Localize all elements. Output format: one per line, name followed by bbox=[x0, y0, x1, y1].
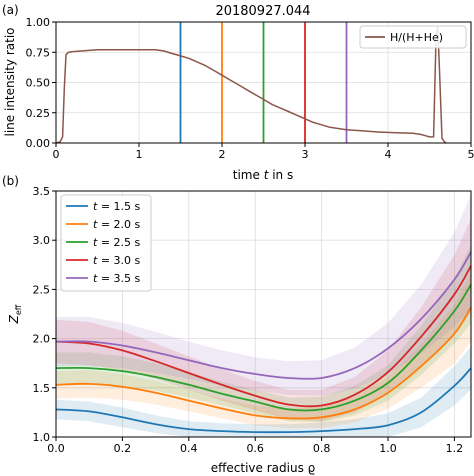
panel-b-legend-label: t = 1.5 s bbox=[93, 200, 141, 213]
panel-a-x-tick-label: 1 bbox=[136, 148, 143, 161]
panel-b-x-tick-label: 0.2 bbox=[114, 442, 132, 455]
panel-a-title: 20180927.044 bbox=[215, 4, 310, 19]
panel-b-y-tick-label: 2.5 bbox=[33, 283, 51, 296]
panel-a-y-tick-label: 0.25 bbox=[26, 107, 51, 120]
panel-a-y-tick-label: 0.00 bbox=[26, 137, 51, 150]
panel-b-y-tick-label: 1.0 bbox=[33, 431, 51, 444]
panel-b-x-tick-label: 1.0 bbox=[379, 442, 397, 455]
panel-b-series-line bbox=[55, 284, 472, 412]
panel-b-series bbox=[55, 251, 472, 434]
panel-a-y-ticks: 0.00 0.25 0.50 0.75 1.00 bbox=[26, 16, 56, 150]
panel-a-x-tick-label: 3 bbox=[302, 148, 309, 161]
panel-b-y-axis-label: Zeff bbox=[7, 304, 23, 324]
panel-b-x-tick-label: 0.4 bbox=[180, 442, 198, 455]
panel-b-legend-label: t = 2.0 s bbox=[93, 218, 141, 231]
panel-a-x-tick-label: 5 bbox=[468, 148, 474, 161]
panel-b-series-line bbox=[55, 367, 472, 434]
panel-b-legend-label: t = 3.5 s bbox=[93, 272, 141, 285]
panel-b-y-tick-label: 1.5 bbox=[33, 382, 51, 395]
panel-a: (a) 20180927.044 0 1 2 3 4 5 0.00 0.25 0.50 0.75… bbox=[2, 3, 474, 182]
panel-b-x-tick-label: 1.2 bbox=[446, 442, 464, 455]
panel-b-legend-box bbox=[60, 194, 152, 292]
panel-b-x-axis-label: effective radius ϱ bbox=[211, 461, 316, 475]
panel-b-uncertainty-band bbox=[56, 218, 471, 422]
panel-a-x-tick-label: 0 bbox=[53, 148, 60, 161]
panel-b-x-tick-label: 0.8 bbox=[313, 442, 331, 455]
panel-b-series-line bbox=[55, 265, 472, 408]
panel-b: (b) 0.0 0.2 0.4 0.6 0.8 1.0 1.2 1.0 1.5 2.0 2.5 3.… bbox=[2, 174, 472, 475]
panel-b-legend-label: t = 2.5 s bbox=[93, 236, 141, 249]
panel-a-x-axis-label: time t in s bbox=[233, 168, 293, 182]
panel-a-legend: H/(H+He) bbox=[359, 25, 467, 49]
panel-b-y-tick-label: 3.0 bbox=[33, 234, 51, 247]
panel-b-y-tick-label: 3.5 bbox=[33, 185, 51, 198]
panel-a-y-axis-label: line intensity ratio bbox=[3, 28, 17, 137]
panel-b-series-line bbox=[55, 251, 472, 380]
panel-a-series bbox=[55, 26, 447, 144]
panel-b-uncertainty-band bbox=[56, 272, 471, 429]
panel-a-x-ticks: 0 1 2 3 4 5 bbox=[53, 143, 474, 161]
panel-b-x-tick-label: 0.6 bbox=[246, 442, 264, 455]
panel-a-legend-box bbox=[359, 25, 467, 49]
panel-a-y-tick-label: 0.75 bbox=[26, 46, 51, 59]
panel-b-x-tick-label: 0.0 bbox=[47, 442, 65, 455]
panel-b-series-line bbox=[55, 306, 472, 420]
panel-b-y-ticks: 1.0 1.5 2.0 2.5 3.0 3.5 bbox=[33, 185, 56, 444]
panel-b-label: (b) bbox=[2, 174, 19, 188]
panel-b-y-tick-label: 2.0 bbox=[33, 333, 51, 346]
panel-b-legend-label: t = 3.0 s bbox=[93, 254, 141, 267]
panel-a-x-tick-label: 2 bbox=[219, 148, 226, 161]
panel-b-legend: t = 1.5 s t = 2.0 s t = 2.5 s t = 3.0 s t = … bbox=[60, 194, 152, 292]
panel-b-frame bbox=[55, 190, 472, 438]
panel-a-label: (a) bbox=[2, 3, 19, 17]
panel-a-series-line bbox=[55, 26, 447, 144]
panel-a-y-tick-label: 1.00 bbox=[26, 16, 51, 29]
panel-a-x-tick-label: 4 bbox=[385, 148, 392, 161]
panel-a-y-tick-label: 0.50 bbox=[26, 77, 51, 90]
panel-b-x-ticks: 0.0 0.2 0.4 0.6 0.8 1.0 1.2 bbox=[47, 437, 463, 455]
panel-a-legend-label: H/(H+He) bbox=[390, 31, 443, 44]
panel-a-time-markers bbox=[179, 22, 348, 143]
panel-b-uncertainty-band bbox=[56, 194, 471, 396]
